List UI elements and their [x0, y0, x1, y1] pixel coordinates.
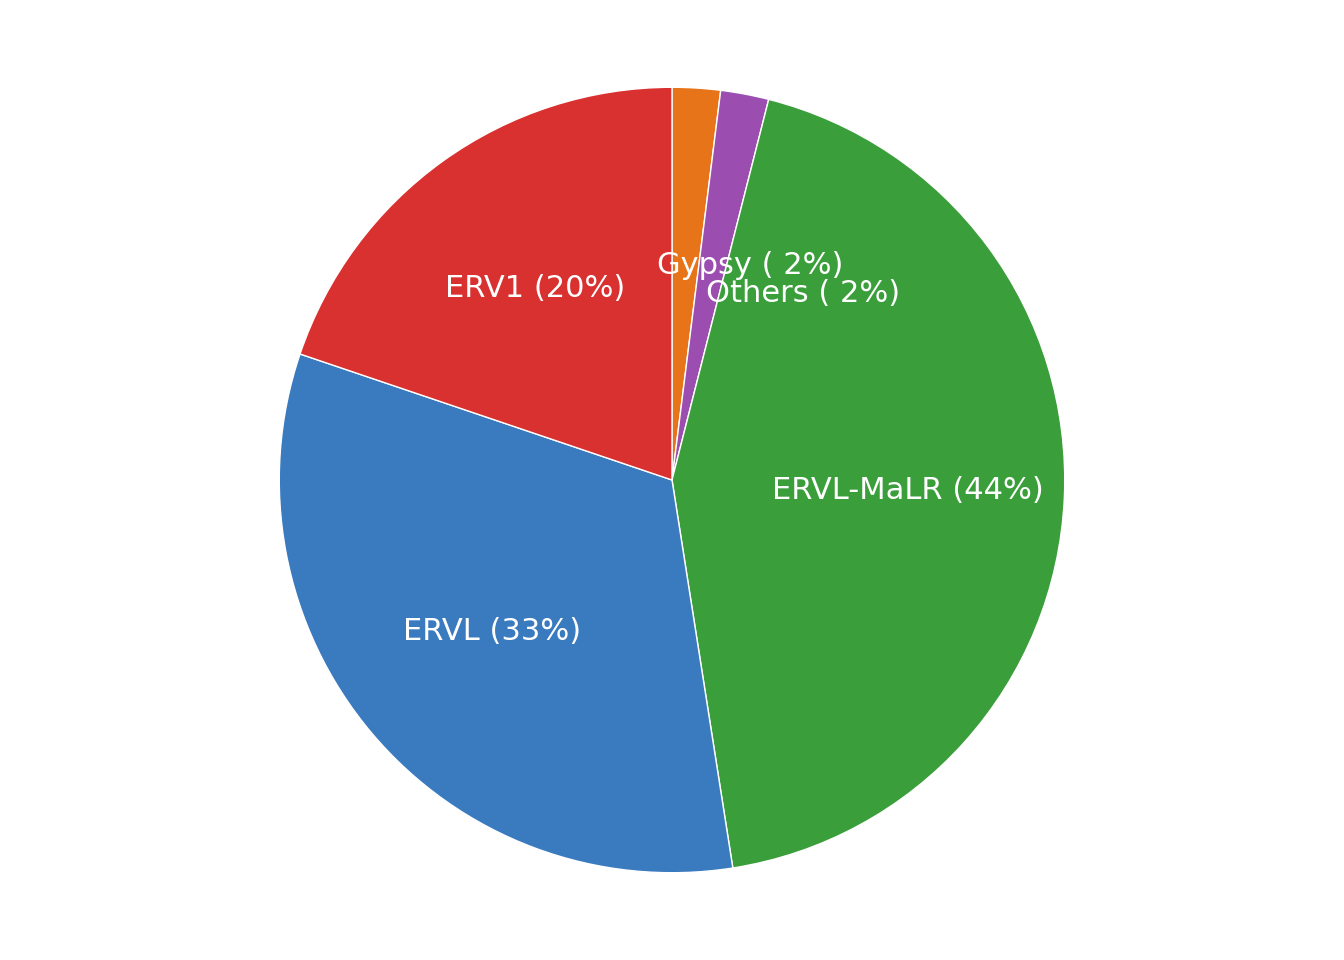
- Text: Others ( 2%): Others ( 2%): [706, 279, 899, 308]
- Wedge shape: [672, 87, 720, 480]
- Text: ERVL-MaLR (44%): ERVL-MaLR (44%): [771, 476, 1043, 506]
- Text: Gypsy ( 2%): Gypsy ( 2%): [657, 252, 843, 280]
- Text: ERV1 (20%): ERV1 (20%): [445, 274, 625, 303]
- Wedge shape: [280, 354, 732, 873]
- Wedge shape: [300, 87, 672, 480]
- Text: ERVL (33%): ERVL (33%): [403, 617, 581, 646]
- Wedge shape: [672, 100, 1064, 868]
- Wedge shape: [672, 90, 769, 480]
